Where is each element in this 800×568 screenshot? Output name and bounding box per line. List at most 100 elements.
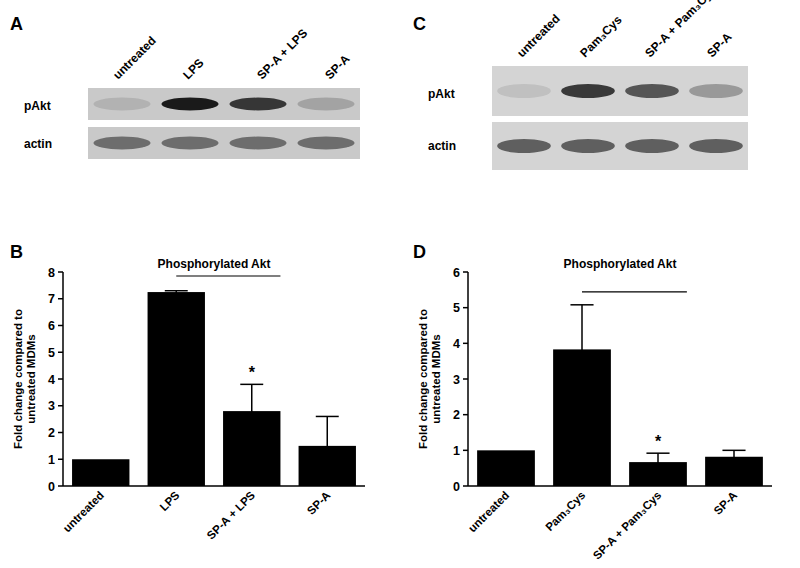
- tick-label: 8: [48, 266, 55, 280]
- tick: [463, 485, 468, 487]
- band: [689, 139, 743, 153]
- row-label: actin: [24, 137, 52, 151]
- tick-label: 3: [48, 399, 55, 413]
- tick: [463, 343, 468, 345]
- error-line: [251, 384, 253, 438]
- marks: [477, 305, 763, 486]
- axis-label: Fold change compared to: [417, 309, 429, 449]
- figure: Auntreated LPS SP-A + LPS SP-A pAkt actin Cunt…: [0, 0, 800, 568]
- band: [297, 137, 354, 150]
- band: [93, 137, 150, 150]
- tick: [58, 432, 63, 434]
- band: [161, 98, 218, 111]
- tick: [58, 325, 63, 327]
- tick: [463, 414, 468, 416]
- tick-label: 2: [453, 408, 460, 422]
- tick: [58, 485, 63, 487]
- membrane: [492, 66, 748, 116]
- tick-label: 1: [453, 444, 460, 458]
- tick: [58, 352, 63, 354]
- tick: [58, 271, 63, 273]
- lane-label: untreated: [110, 34, 159, 83]
- band: [93, 98, 150, 111]
- tick: [463, 378, 468, 380]
- bar: [72, 459, 129, 486]
- error-cap: [570, 304, 593, 306]
- error-line: [657, 453, 659, 471]
- panel-letter: C: [413, 14, 426, 34]
- panel-letter: A: [10, 14, 23, 34]
- significance-star: *: [655, 433, 662, 450]
- error-bar: [570, 305, 593, 394]
- lane-label: LPS: [180, 56, 206, 82]
- background: [0, 0, 800, 568]
- category-label: SP-A: [711, 489, 739, 517]
- x-axis: [63, 485, 365, 487]
- tick-label: 6: [48, 319, 55, 333]
- error-bar: [316, 416, 339, 475]
- tick: [58, 298, 63, 300]
- lane-label: SP-A: [322, 52, 352, 82]
- blot-panel: CuntreatedPam₃CysSP-A + Pam₃CysSP-ApAkta…: [413, 0, 748, 170]
- panel-letter: B: [10, 242, 23, 262]
- category-label: Pam₃Cys: [543, 489, 587, 533]
- error-cap: [722, 450, 745, 452]
- error-line: [327, 416, 329, 475]
- band: [625, 84, 679, 98]
- tick: [58, 405, 63, 407]
- membrane: [492, 122, 748, 170]
- error-cap: [316, 416, 339, 418]
- category-label: SP-A: [305, 489, 333, 517]
- lane-label: Pam₃Cys: [577, 13, 625, 61]
- blot-panel: AuntreatedLPSSP-A + LPSSP-ApAktactin: [10, 14, 360, 159]
- row-label: actin: [428, 139, 456, 153]
- error-bar: [646, 453, 669, 471]
- error-line: [581, 305, 583, 394]
- bar: [148, 292, 205, 486]
- row-label: pAkt: [428, 87, 455, 101]
- axis-label: untreated MDMs: [430, 334, 442, 423]
- band: [161, 137, 218, 150]
- tick-label: 0: [48, 480, 55, 494]
- band: [229, 137, 286, 150]
- bar: [477, 450, 535, 486]
- tick: [58, 459, 63, 461]
- error-cap: [240, 384, 263, 386]
- category-label: LPS: [157, 489, 182, 514]
- lane-label: untreated: [514, 12, 563, 61]
- row-label: pAkt: [24, 99, 51, 113]
- bar-chart: DPhosphorylated AktFold change compared …: [413, 242, 772, 562]
- band: [229, 98, 286, 111]
- band: [497, 84, 551, 98]
- tick-label: 5: [48, 346, 55, 360]
- significance-line: [176, 275, 280, 276]
- significance-line: [582, 291, 687, 292]
- tick-label: 4: [453, 337, 460, 351]
- tick-label: 0: [453, 480, 460, 494]
- category-label: SP-A + LPS: [204, 489, 257, 542]
- error-bar: [240, 384, 263, 438]
- error-cap: [165, 290, 188, 292]
- x-axis: [468, 485, 772, 487]
- tick-label: 2: [48, 426, 55, 440]
- error-line: [733, 450, 735, 463]
- marks: [72, 291, 356, 486]
- significance-star: *: [249, 364, 256, 381]
- axis-label: Fold change compared to: [12, 309, 24, 449]
- band: [497, 139, 551, 153]
- tick-label: 7: [48, 292, 55, 306]
- tick-label: 5: [453, 301, 460, 315]
- axis-label: untreated MDMs: [25, 334, 37, 423]
- tick: [463, 271, 468, 273]
- bar-chart: B Phosphorylated Akt Fold change compared …: [10, 242, 365, 542]
- category-label: untreated: [466, 489, 512, 535]
- tick-label: 6: [453, 266, 460, 280]
- chart-title: Phosphorylated Akt: [158, 257, 271, 271]
- error-bar: [165, 291, 188, 294]
- tick: [58, 378, 63, 380]
- error-cap: [646, 452, 669, 454]
- tick-label: 3: [453, 373, 460, 387]
- band: [297, 98, 354, 111]
- membrane: [88, 88, 360, 120]
- band: [561, 84, 615, 98]
